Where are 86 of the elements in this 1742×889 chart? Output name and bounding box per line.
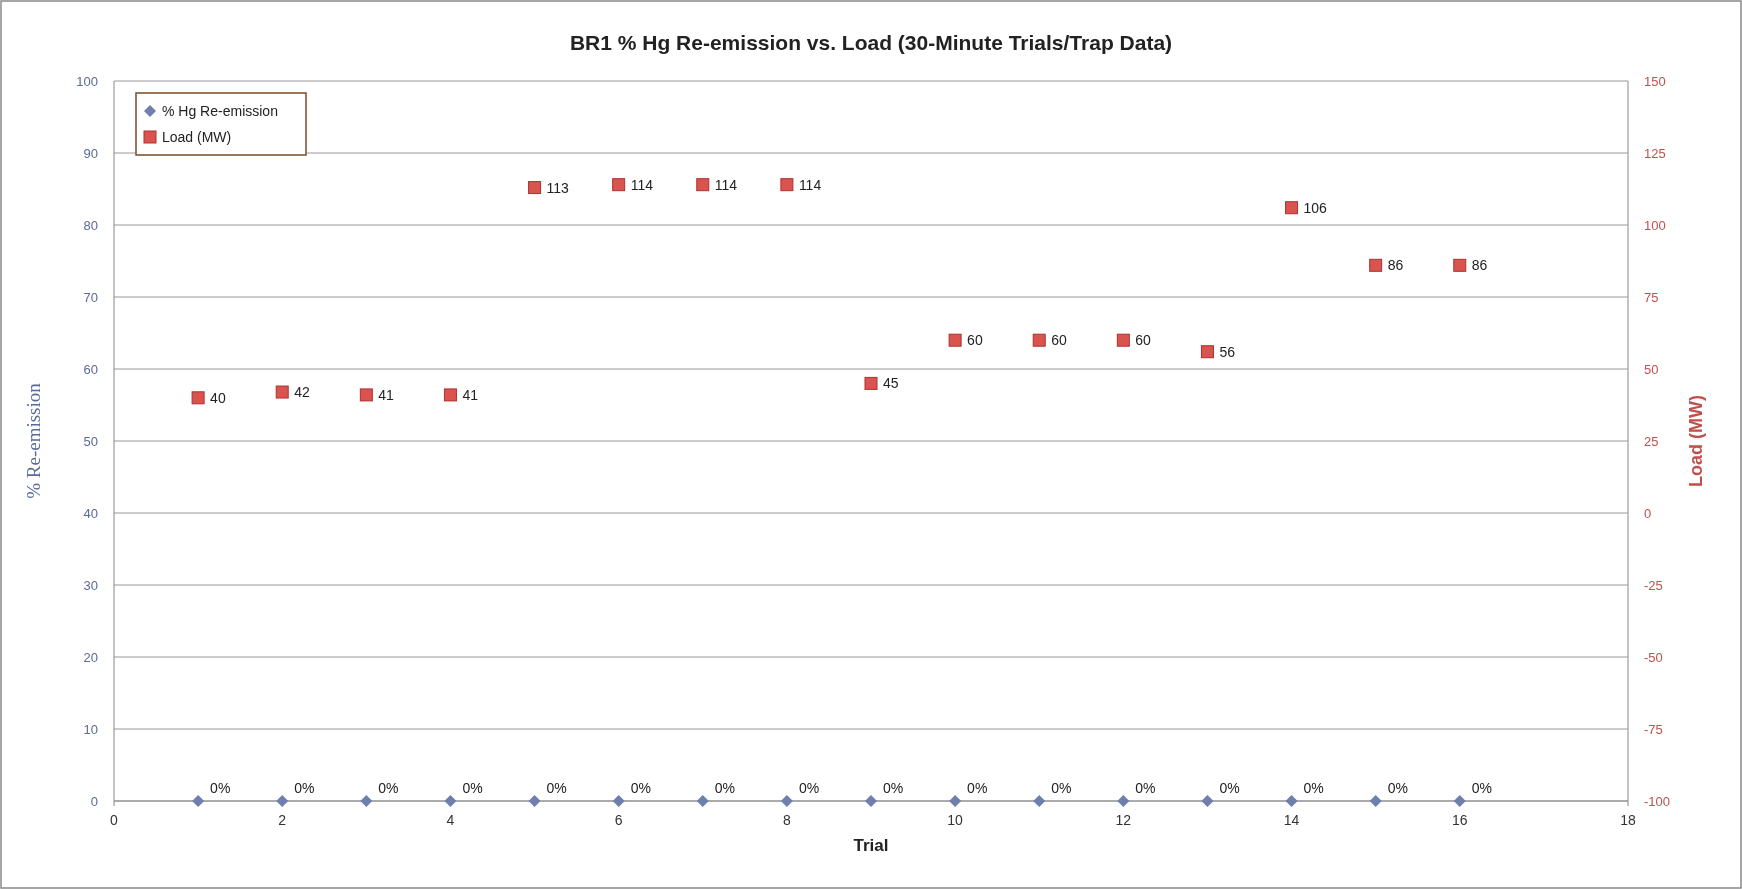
- point: [948, 333, 962, 347]
- data-label: 114: [714, 176, 738, 193]
- data-label: 106: [1303, 199, 1328, 216]
- data-label: 0%: [462, 780, 483, 796]
- x-tick-label: 12: [1115, 812, 1132, 828]
- y-tick-label: 40: [83, 506, 98, 521]
- point: [275, 385, 289, 399]
- data-label: 60: [1051, 332, 1068, 349]
- data-label: 0%: [1387, 780, 1408, 796]
- point: [1032, 333, 1046, 347]
- y-tick-label: 20: [83, 650, 98, 665]
- y2-tick-label: -50: [1644, 650, 1663, 665]
- point: [864, 376, 878, 390]
- data-label: 45: [883, 375, 899, 392]
- y2-tick-label: -75: [1644, 722, 1663, 737]
- data-label: 0%: [1051, 780, 1072, 796]
- point: [696, 178, 710, 192]
- legend-label: Load (MW): [162, 129, 232, 145]
- point: [528, 181, 542, 195]
- x-tick-label: 14: [1283, 812, 1300, 828]
- data-label: 41: [462, 386, 479, 403]
- x-tick-label: 2: [278, 812, 287, 828]
- data-label: 0%: [967, 780, 988, 796]
- y2-tick-label: 25: [1644, 434, 1659, 449]
- point: [1453, 258, 1467, 272]
- y2-tick-label: -100: [1644, 794, 1671, 809]
- data-label: 0%: [1135, 780, 1156, 796]
- legend-label: % Hg Re-emission: [162, 103, 278, 119]
- point: [1116, 333, 1130, 347]
- y2-tick-label: 50: [1644, 362, 1659, 377]
- y2-tick-label: 0: [1644, 506, 1652, 521]
- data-label: 56: [1219, 343, 1236, 360]
- data-label: 86: [1471, 257, 1488, 274]
- y-tick-label: 100: [76, 74, 98, 89]
- point: [612, 178, 626, 192]
- y2-axis-title: Load (MW): [1686, 395, 1706, 487]
- data-label: 0%: [1303, 780, 1324, 796]
- data-label: 0%: [210, 780, 231, 796]
- x-tick-label: 6: [614, 812, 623, 828]
- y-axis-title: % Re-emission: [23, 382, 44, 499]
- data-label: 86: [1387, 257, 1404, 274]
- y-tick-label: 0: [90, 794, 98, 809]
- data-label: 0%: [630, 780, 651, 796]
- data-label: 60: [1135, 332, 1152, 349]
- data-label: 0%: [378, 780, 399, 796]
- data-label: 0%: [1219, 780, 1240, 796]
- x-tick-label: 10: [947, 812, 964, 828]
- point: [443, 388, 457, 402]
- y-tick-label: 90: [83, 146, 98, 161]
- y-tick-label: 30: [83, 578, 98, 593]
- y-tick-label: 80: [83, 218, 98, 233]
- x-tick-label: 4: [446, 812, 455, 828]
- y2-tick-label: 125: [1644, 146, 1666, 161]
- data-label: 0%: [1471, 780, 1493, 796]
- data-label: 114: [630, 176, 654, 193]
- y-tick-label: 70: [83, 290, 98, 305]
- y2-tick-label: 100: [1644, 218, 1666, 233]
- point: [1285, 201, 1299, 215]
- data-label: 60: [967, 332, 983, 349]
- x-tick-label: 18: [1620, 812, 1636, 828]
- point: [780, 178, 794, 192]
- y2-tick-label: 75: [1644, 290, 1659, 305]
- y2-tick-label: 150: [1644, 74, 1666, 89]
- point: [359, 388, 373, 402]
- x-tick-label: 8: [782, 812, 791, 828]
- point: [1200, 345, 1214, 359]
- x-tick-label: 0: [110, 812, 119, 828]
- x-tick-label: 16: [1451, 812, 1468, 828]
- data-label: 0%: [546, 780, 567, 796]
- data-label: 114: [798, 176, 822, 193]
- data-label: 0%: [294, 780, 315, 796]
- data-label: 40: [210, 389, 226, 406]
- point: [191, 391, 205, 405]
- y-tick-label: 50: [83, 434, 98, 449]
- chart-title: BR1 % Hg Re-emission vs. Load (30-Minute Trials/Trap Data): [569, 31, 1173, 54]
- y2-tick-label: -25: [1644, 578, 1663, 593]
- point: [1369, 258, 1383, 272]
- x-axis-title: Trial: [853, 836, 889, 855]
- data-label: 0%: [714, 780, 736, 796]
- data-label: 113: [546, 179, 570, 196]
- y-tick-label: 60: [83, 362, 98, 377]
- data-label: 41: [378, 386, 395, 403]
- data-label: 0%: [798, 780, 820, 796]
- data-label: 0%: [883, 780, 904, 796]
- data-label: 42: [294, 384, 311, 401]
- y-tick-label: 10: [83, 722, 98, 737]
